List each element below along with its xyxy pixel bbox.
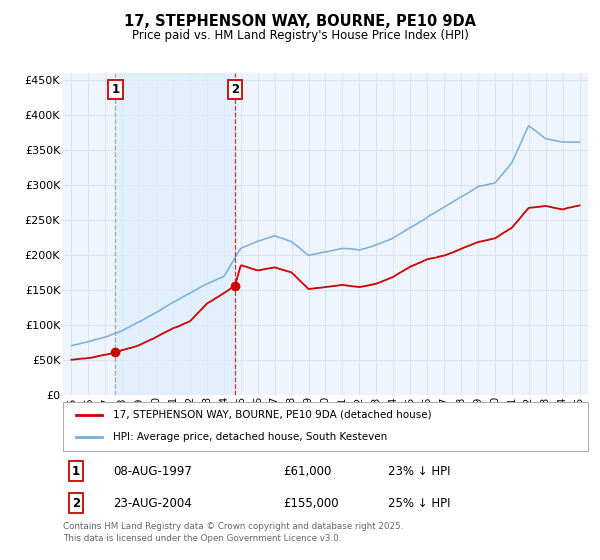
- Text: 1: 1: [72, 465, 80, 478]
- Text: HPI: Average price, detached house, South Kesteven: HPI: Average price, detached house, Sout…: [113, 432, 387, 442]
- Text: 23-AUG-2004: 23-AUG-2004: [113, 497, 191, 510]
- Text: 17, STEPHENSON WAY, BOURNE, PE10 9DA (detached house): 17, STEPHENSON WAY, BOURNE, PE10 9DA (de…: [113, 410, 431, 420]
- Text: Price paid vs. HM Land Registry's House Price Index (HPI): Price paid vs. HM Land Registry's House …: [131, 29, 469, 42]
- Bar: [115, 73, 235, 395]
- Text: £155,000: £155,000: [284, 497, 339, 510]
- Text: 25% ↓ HPI: 25% ↓ HPI: [389, 497, 451, 510]
- Text: 23% ↓ HPI: 23% ↓ HPI: [389, 465, 451, 478]
- Text: Contains HM Land Registry data © Crown copyright and database right 2025.
This d: Contains HM Land Registry data © Crown c…: [63, 522, 403, 543]
- Text: 2: 2: [231, 83, 239, 96]
- Text: £61,000: £61,000: [284, 465, 332, 478]
- Text: 08-AUG-1997: 08-AUG-1997: [113, 465, 192, 478]
- Text: 1: 1: [112, 83, 119, 96]
- Text: 17, STEPHENSON WAY, BOURNE, PE10 9DA: 17, STEPHENSON WAY, BOURNE, PE10 9DA: [124, 14, 476, 29]
- Text: 2: 2: [72, 497, 80, 510]
